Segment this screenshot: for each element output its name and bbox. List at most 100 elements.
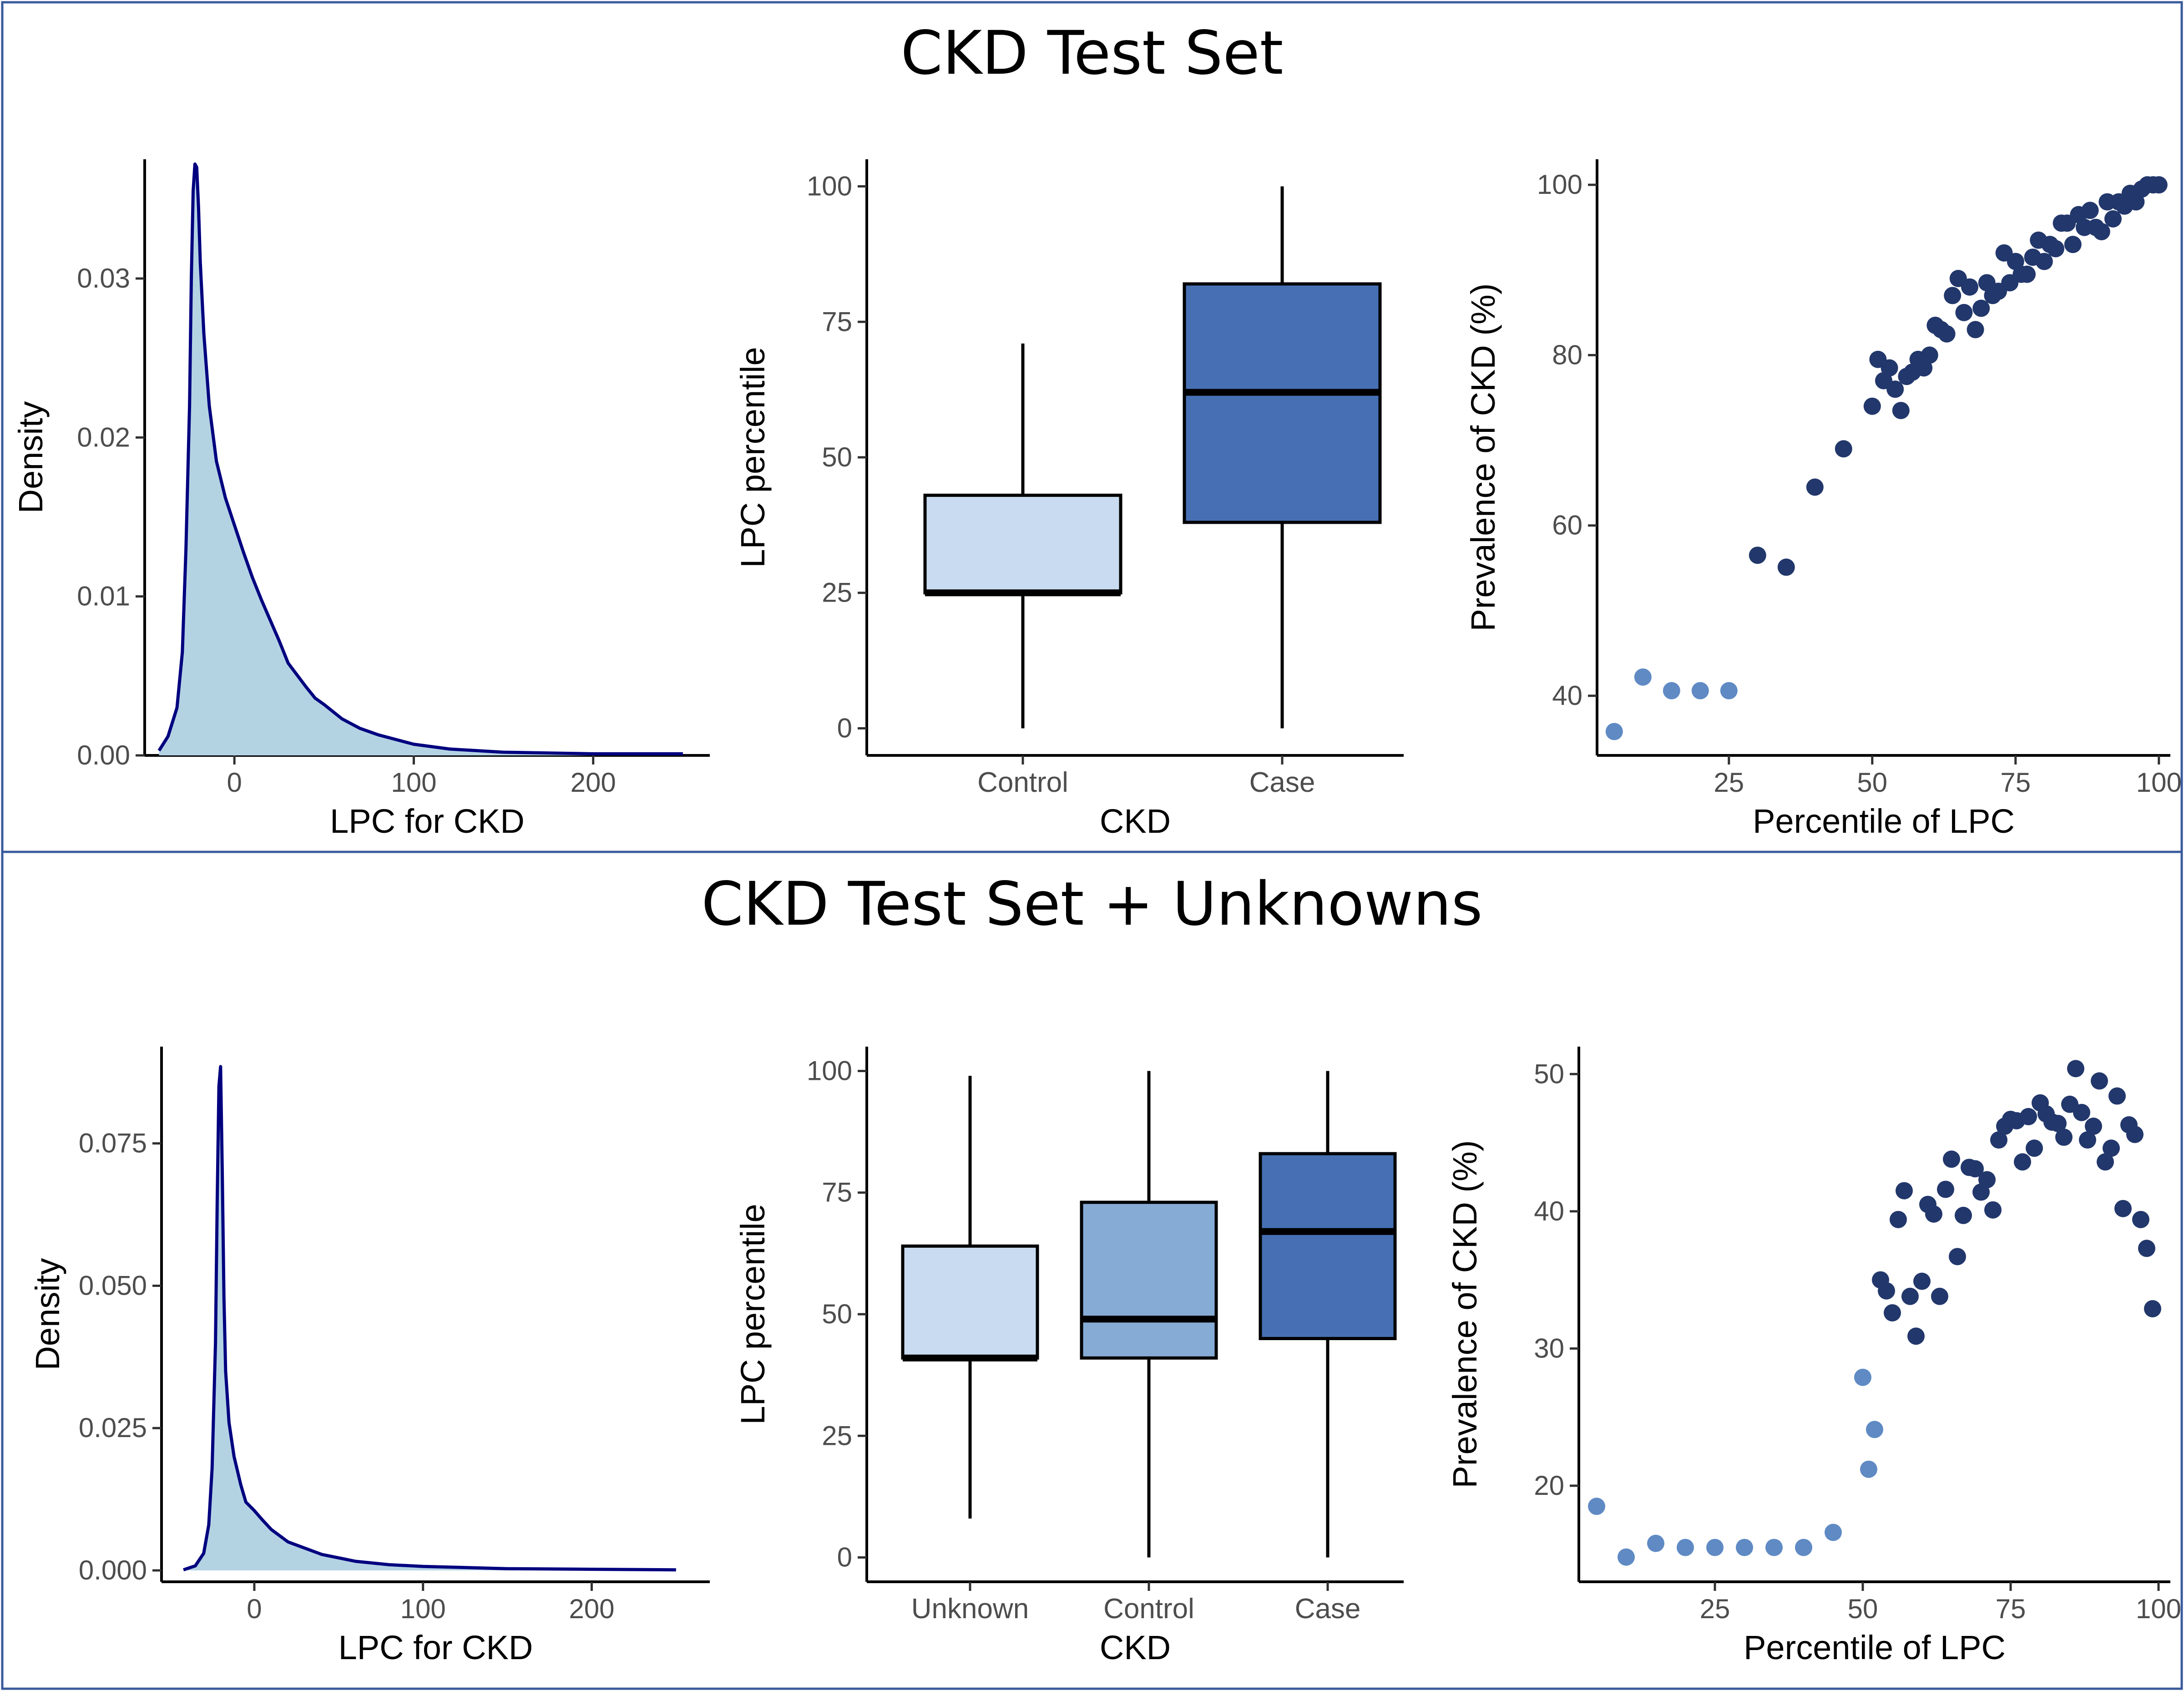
x-tick-label: 75 — [2000, 767, 2031, 798]
point — [1854, 1368, 1871, 1386]
box-case — [1183, 282, 1382, 524]
y-tick-label: 0.01 — [77, 581, 130, 612]
box-case — [1259, 1152, 1397, 1340]
x-tick-label: 100 — [2136, 767, 2182, 798]
chart-2: CKD LPC percentile 0 25 50 75 100 Control Case — [734, 159, 1404, 840]
point — [2114, 1200, 2132, 1217]
point — [1978, 1171, 1996, 1189]
point — [2104, 210, 2122, 228]
y-tick-label: 60 — [1552, 510, 1582, 541]
point — [1931, 1287, 1948, 1305]
chart-4: LPC for CKD Density 0.000 0.025 0.050 0.075 0 1… — [29, 1047, 710, 1666]
point — [1863, 397, 1881, 415]
y-axis-label: LPC percentile — [734, 347, 772, 567]
box-unknown — [901, 1244, 1039, 1360]
y-tick-label: 0.000 — [79, 1555, 147, 1585]
density-area — [159, 164, 683, 755]
point — [1972, 299, 1990, 317]
point — [2081, 202, 2099, 219]
y-axis-label: Prevalence of CKD (%) — [1464, 284, 1502, 632]
point — [1901, 1287, 1919, 1305]
x-tick-label: 25 — [1700, 1594, 1730, 1624]
x-tick-label: 200 — [571, 767, 616, 798]
point — [1825, 1524, 1842, 1541]
point — [2055, 1129, 2073, 1146]
y-tick-label: 40 — [1552, 680, 1582, 711]
category-label-unknown: Unknown — [911, 1593, 1029, 1625]
y-tick-label: 30 — [1534, 1333, 1564, 1363]
x-tick-label: 0 — [247, 1594, 262, 1624]
point — [1886, 380, 1904, 398]
x-tick-label: 50 — [1857, 767, 1887, 798]
x-axis-label: LPC for CKD — [339, 1629, 533, 1666]
point — [1720, 682, 1738, 699]
category-label-case: Case — [1295, 1593, 1361, 1625]
x-tick-label: 100 — [391, 767, 436, 798]
y-tick-label: 50 — [1534, 1058, 1564, 1089]
y-tick-label: 100 — [807, 171, 852, 202]
point — [1955, 1206, 1972, 1224]
x-tick-label: 75 — [1996, 1594, 2026, 1624]
point — [2097, 1153, 2114, 1171]
chart-5: CKD LPC percentile 0 25 50 75 100 Unknown Contro… — [734, 1047, 1404, 1666]
panel-title-test-set: CKD Test Set — [900, 18, 1284, 88]
point — [1990, 1131, 2007, 1149]
y-tick-label: 80 — [1552, 339, 1582, 370]
point — [2067, 1060, 2084, 1078]
x-tick-label: 200 — [569, 1594, 614, 1624]
x-tick-label: 0 — [227, 767, 242, 798]
point — [2108, 1087, 2126, 1105]
point — [1588, 1498, 1605, 1515]
x-axis-label: Percentile of LPC — [1744, 1629, 2006, 1666]
y-tick-label: 75 — [822, 1177, 852, 1208]
y-tick-label: 25 — [822, 577, 852, 608]
point — [2132, 1210, 2149, 1228]
point — [1647, 1534, 1664, 1552]
point — [2091, 1072, 2108, 1090]
y-tick-label: 0 — [837, 1542, 852, 1573]
point — [1677, 1539, 1694, 1556]
point — [2138, 1240, 2155, 1257]
x-tick-label: 25 — [1714, 767, 1744, 798]
point — [1967, 321, 1984, 339]
point — [1967, 1160, 1984, 1178]
point — [2026, 1139, 2043, 1157]
point — [1890, 1210, 1907, 1228]
point — [1937, 1180, 1954, 1198]
point — [2035, 253, 2053, 270]
point — [2073, 1104, 2090, 1121]
point — [1795, 1539, 1812, 1556]
point — [1749, 547, 1766, 564]
point — [2085, 1117, 2102, 1135]
point — [2014, 1153, 2031, 1171]
box-control — [1080, 1200, 1218, 1360]
y-tick-label: 50 — [822, 1299, 852, 1329]
point — [2150, 176, 2168, 194]
y-tick-label: 50 — [822, 442, 852, 472]
point — [1913, 1272, 1931, 1290]
x-axis-label: Percentile of LPC — [1753, 802, 2015, 840]
point — [1663, 682, 1680, 699]
y-axis-label: LPC percentile — [734, 1204, 772, 1424]
point — [1634, 668, 1652, 686]
point — [1892, 402, 1910, 420]
point — [1736, 1539, 1753, 1556]
point — [1706, 1539, 1724, 1556]
point — [2020, 1108, 2037, 1125]
x-axis-label: CKD — [1100, 802, 1171, 840]
category-label-control: Control — [1103, 1593, 1194, 1625]
x-tick-label: 50 — [1848, 1594, 1878, 1624]
point — [1618, 1548, 1635, 1566]
point — [1878, 1282, 1895, 1300]
y-axis-label: Density — [29, 1258, 66, 1371]
point — [2103, 1139, 2120, 1157]
density-line — [157, 162, 683, 755]
x-tick-label: 100 — [2136, 1594, 2181, 1624]
point — [1896, 1182, 1913, 1200]
point — [2079, 1131, 2096, 1149]
chart-1: LPC for CKD Density 0.00 0.01 0.02 0.03 0 100 20… — [12, 159, 710, 840]
y-tick-label: 25 — [822, 1420, 852, 1451]
y-tick-label: 100 — [1537, 169, 1582, 200]
